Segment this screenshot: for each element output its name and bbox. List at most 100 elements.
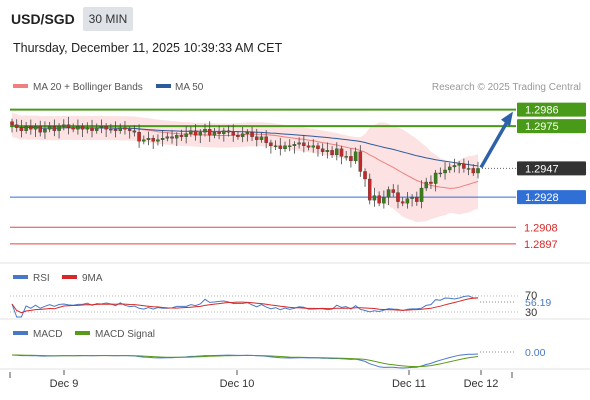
main-legend: MA 20 + Bollinger Bands MA 50 Research ©… (13, 82, 581, 93)
credit-text: Research © 2025 Trading Central (432, 82, 581, 93)
candle-body (170, 136, 174, 139)
candle-body (217, 132, 221, 134)
candle-body (142, 139, 146, 142)
rsi-ma-swatch (62, 275, 77, 279)
candlesticks (10, 116, 480, 209)
candle-body (311, 145, 316, 148)
candle-body (94, 127, 99, 131)
rsi-level-30-label: 30 (525, 307, 537, 319)
candle-body (316, 145, 320, 149)
candle-body (415, 196, 419, 202)
candle-body (367, 178, 372, 201)
candle-body (156, 139, 160, 142)
macd-signal-line (12, 354, 479, 368)
candle-body (76, 126, 80, 130)
candle-body (349, 156, 353, 162)
candle-body (297, 142, 301, 145)
rsi-lines (11, 295, 479, 318)
chart-datetime: Thursday, December 11, 2025 10:39:33 AM … (13, 41, 283, 55)
level-1-2986-label: 1.2986 (525, 105, 559, 117)
candle-body (259, 136, 264, 140)
candle-body (302, 142, 306, 146)
candle-body (71, 127, 75, 130)
candle-body (184, 133, 188, 137)
candle-body (335, 148, 339, 156)
level-1-2928-label: 1.2928 (525, 192, 559, 204)
candle-body (226, 130, 231, 133)
macd-legend: MACD MACD Signal (13, 329, 155, 340)
candle-body (452, 165, 457, 168)
level-1-2897-label: 1.2897 (524, 239, 558, 251)
candle-body (29, 126, 33, 130)
candle-body (457, 163, 461, 166)
candle-body (62, 124, 66, 127)
candle-body (325, 150, 330, 152)
candle-body (462, 163, 466, 169)
candle-body (448, 166, 452, 171)
candle-body (66, 124, 71, 128)
candle-body (127, 129, 132, 131)
rsi-legend-label: RSI (33, 273, 50, 284)
candle-body (10, 121, 14, 125)
candle-body (85, 127, 90, 130)
candle-body (391, 189, 396, 193)
candle-body (255, 136, 259, 140)
candle-body (43, 129, 47, 133)
candle-body (382, 196, 386, 204)
candle-body (90, 127, 94, 131)
ma50-swatch (156, 84, 171, 88)
rsi-legend: RSI 9MA (13, 273, 103, 284)
rsi-line (11, 295, 479, 318)
candle-body (14, 124, 19, 128)
candle-body (146, 138, 151, 140)
candle-body (344, 156, 348, 158)
macd-signal-legend-label: MACD Signal (95, 329, 155, 340)
candle-body (33, 126, 38, 130)
candle-body (193, 130, 198, 136)
moving-averages (11, 124, 479, 189)
candle-body (443, 169, 447, 174)
candle-body (405, 198, 410, 204)
candle-body (269, 142, 273, 146)
candle-body (123, 127, 127, 130)
rsi-value-label: 56.19 (525, 297, 551, 309)
candle-body (429, 181, 433, 184)
candle-body (424, 181, 428, 189)
candle-body (212, 132, 217, 136)
x-axis-tick-label: Dec 9 (50, 378, 79, 390)
macd-value-label: 0.00 (525, 347, 546, 359)
candle-body (283, 145, 287, 149)
candle-body (363, 171, 367, 180)
price-levels (10, 108, 516, 245)
candle-body (377, 195, 381, 204)
candle-body (99, 126, 104, 128)
candle-body (236, 135, 240, 137)
candle-body (38, 126, 42, 133)
candle-body (410, 196, 414, 199)
forecast-arrow-shaft (479, 117, 511, 169)
ma50-legend-label: MA 50 (175, 82, 204, 93)
candle-body (386, 189, 391, 198)
level-1-2986-badge (517, 102, 586, 117)
level-1-2908-label: 1.2908 (524, 222, 558, 234)
candle-body (118, 127, 123, 131)
candle-body (222, 130, 226, 134)
candle-body (438, 172, 443, 175)
level-1-2975-label: 1.2975 (525, 121, 559, 133)
forecast-arrow (479, 111, 513, 169)
candle-body (372, 195, 377, 201)
candle-body (466, 168, 471, 170)
rsi-level-70-label: 70 (525, 290, 537, 302)
candle-body (400, 201, 405, 204)
forecast-arrow-head (501, 111, 513, 127)
macd-swatch (13, 331, 28, 335)
candle-body (358, 151, 363, 172)
candle-body (160, 138, 165, 140)
candle-body (189, 130, 193, 134)
bollinger-band-area (12, 112, 478, 223)
candle-body (419, 187, 424, 202)
interval-button[interactable]: 30 MIN (83, 7, 133, 31)
candle-body (24, 126, 28, 131)
macd-legend-label: MACD (33, 329, 62, 340)
